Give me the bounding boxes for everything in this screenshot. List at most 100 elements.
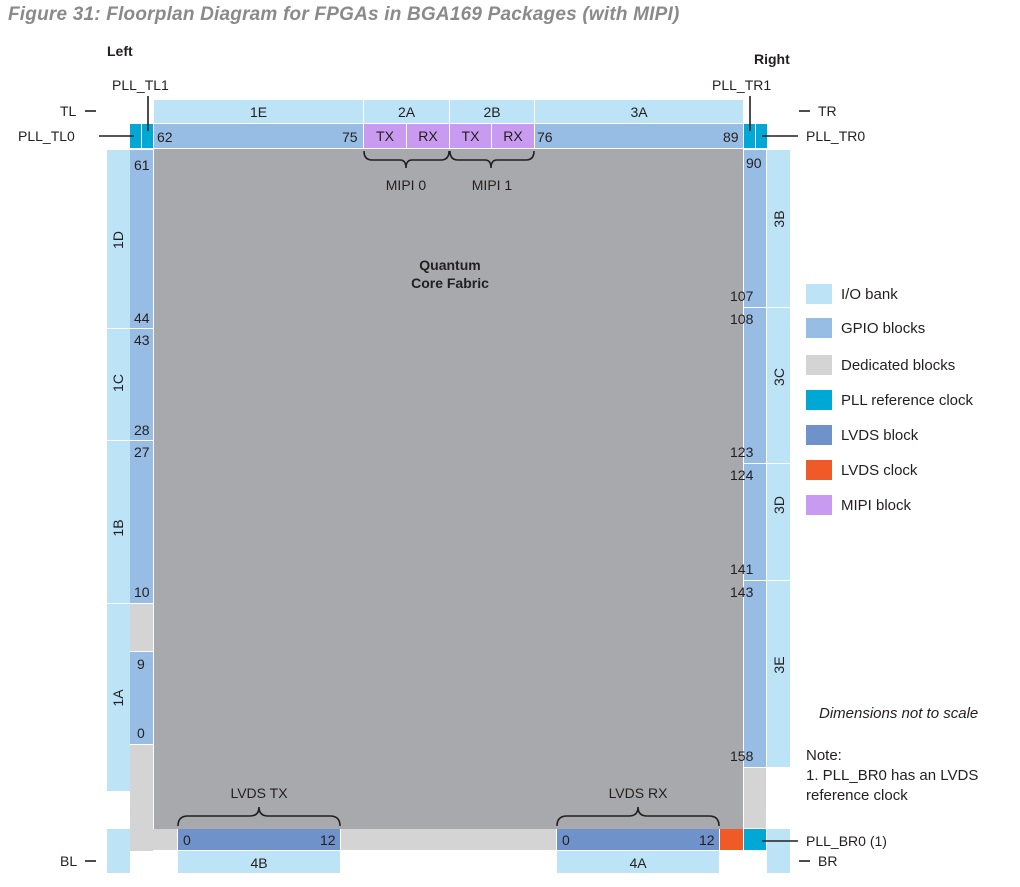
pll-br0-label: PLL_BR0 (1) bbox=[806, 833, 887, 849]
legend-label-gpio: GPIO blocks bbox=[841, 320, 926, 337]
gpio-number: 27 bbox=[134, 444, 150, 460]
dedicated-block-left bbox=[130, 604, 153, 651]
gpio-number: 90 bbox=[746, 155, 762, 171]
legend-swatch-io-bank bbox=[806, 284, 832, 304]
legend-swatch-gpio bbox=[806, 318, 832, 338]
dedicated-block-right bbox=[744, 768, 766, 828]
gpio-block-right-3b bbox=[744, 150, 766, 307]
gpio-block-left-1a bbox=[130, 652, 153, 744]
gpio-number: 43 bbox=[134, 332, 150, 348]
core-fabric bbox=[154, 149, 743, 829]
pll-tl0-label: PLL_TL0 bbox=[18, 128, 75, 144]
io-bank-left bbox=[107, 150, 130, 791]
right-side-label: Right bbox=[754, 51, 790, 67]
bank-label-4b: 4B bbox=[250, 855, 268, 871]
legend-swatch-mipi bbox=[806, 495, 832, 515]
note-heading: Note: bbox=[806, 747, 842, 764]
pll-tr1-block bbox=[744, 124, 755, 148]
mipi-tx-label: TX bbox=[461, 128, 480, 144]
separator bbox=[107, 440, 130, 441]
gpio-block-right-3d bbox=[744, 464, 766, 580]
pll-tr0-block bbox=[756, 124, 767, 148]
legend-swatch-pll bbox=[806, 390, 832, 410]
note-line-2: reference clock bbox=[806, 787, 908, 804]
separator bbox=[107, 328, 130, 329]
pll-tl1-block bbox=[142, 124, 153, 148]
gpio-number: 76 bbox=[537, 129, 553, 145]
lvds-tx-block bbox=[178, 829, 340, 850]
bank-label-3a: 3A bbox=[630, 104, 648, 120]
pll-tl1-label: PLL_TL1 bbox=[112, 77, 169, 93]
legend-label-io-bank: I/O bank bbox=[841, 286, 898, 303]
scale-note: Dimensions not to scale bbox=[819, 705, 979, 722]
lvds-rx-brace bbox=[556, 806, 720, 827]
gpio-block-right-3e bbox=[744, 581, 766, 767]
gpio-block-left-1c bbox=[130, 329, 153, 440]
legend-label-lvds: LVDS block bbox=[841, 427, 919, 444]
mipi-rx-label: RX bbox=[418, 128, 438, 144]
legend-swatch-lvds bbox=[806, 425, 832, 445]
corner-bl-label: BL bbox=[60, 853, 78, 869]
bank-label-1e: 1E bbox=[249, 104, 268, 120]
io-bank-bl-corner bbox=[107, 829, 130, 873]
separator bbox=[767, 463, 790, 464]
pll-tr1-label: PLL_TR1 bbox=[712, 77, 772, 93]
lvds-clock-block bbox=[720, 829, 743, 850]
gpio-number: 0 bbox=[137, 725, 145, 741]
legend-swatch-lvds-clock bbox=[806, 460, 832, 480]
gpio-number: 123 bbox=[730, 444, 754, 460]
corner-tl-label: TL bbox=[60, 103, 77, 119]
lvds-tx-label: LVDS TX bbox=[230, 785, 288, 801]
left-side-label: Left bbox=[107, 43, 133, 59]
gpio-number: 75 bbox=[342, 129, 358, 145]
bank-label-2a: 2A bbox=[397, 104, 416, 120]
legend-label-mipi: MIPI block bbox=[841, 497, 912, 514]
gpio-number: 158 bbox=[730, 748, 754, 764]
gpio-block-left-1d bbox=[130, 150, 153, 328]
mipi-block-0-rx bbox=[407, 124, 449, 148]
legend-label-lvds-clock: LVDS clock bbox=[841, 462, 918, 479]
gpio-number: 141 bbox=[730, 561, 754, 577]
corner-br-label: BR bbox=[818, 853, 838, 869]
separator bbox=[449, 100, 450, 123]
mipi-tx-label: TX bbox=[376, 128, 394, 144]
gpio-number: 124 bbox=[730, 467, 754, 483]
separator bbox=[107, 603, 130, 604]
mipi-block-1-rx bbox=[492, 124, 534, 148]
bank-label-2b: 2B bbox=[483, 104, 501, 120]
gpio-number: 9 bbox=[137, 656, 145, 672]
separator bbox=[767, 307, 790, 308]
gpio-block-right-3c bbox=[744, 308, 766, 463]
io-bank-4b bbox=[178, 851, 340, 873]
gpio-number: 107 bbox=[730, 288, 754, 304]
gpio-number: 62 bbox=[157, 129, 173, 145]
pll-tr0-label: PLL_TR0 bbox=[806, 128, 866, 144]
mipi1-brace bbox=[449, 150, 535, 169]
mipi-block-1-tx bbox=[450, 124, 491, 148]
gpio-number: 10 bbox=[134, 584, 150, 600]
dedicated-block-left-lower bbox=[130, 745, 153, 851]
gpio-number: 44 bbox=[134, 310, 150, 326]
gpio-number: 0 bbox=[183, 832, 191, 848]
gpio-number: 12 bbox=[699, 832, 715, 848]
io-bank-br-corner bbox=[767, 829, 790, 873]
separator bbox=[767, 580, 790, 581]
lvds-tx-brace bbox=[177, 806, 341, 827]
io-bank-4a bbox=[557, 851, 719, 873]
gpio-number: 12 bbox=[320, 832, 336, 848]
mipi0-brace bbox=[363, 150, 450, 169]
gpio-number: 0 bbox=[562, 832, 570, 848]
gpio-number: 28 bbox=[134, 422, 150, 438]
mipi-0-label: MIPI 0 bbox=[385, 177, 427, 193]
legend-swatch-dedicated bbox=[806, 355, 832, 375]
dedicated-block-bottom-middle bbox=[341, 829, 556, 850]
io-bank-top bbox=[154, 100, 743, 123]
legend-label-dedicated: Dedicated blocks bbox=[841, 357, 956, 374]
bank-label-4a: 4A bbox=[629, 855, 647, 871]
dedicated-block-bottom-left bbox=[130, 829, 177, 850]
mipi-block-0-tx bbox=[364, 124, 406, 148]
core-fabric-label-line1: Quantum bbox=[419, 257, 481, 273]
mipi-1-label: MIPI 1 bbox=[471, 177, 513, 193]
lvds-rx-label: LVDS RX bbox=[608, 785, 668, 801]
